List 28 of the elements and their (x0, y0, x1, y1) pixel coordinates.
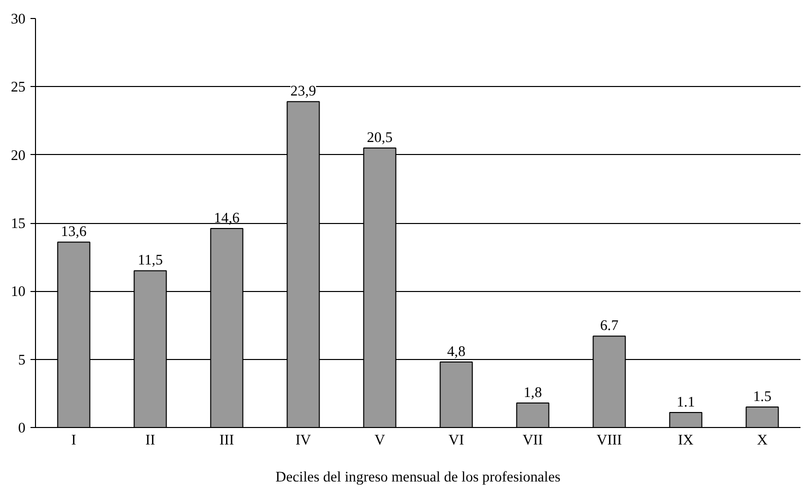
data-label: 6.7 (600, 318, 618, 334)
y-tick-label: 15 (10, 216, 26, 232)
data-label: 11,5 (138, 252, 163, 269)
x-axis-title: Deciles del ingreso mensual de los profesionales (276, 470, 561, 486)
data-label: 13,6 (60, 224, 87, 240)
x-tick-label: IX (678, 432, 694, 448)
x-tick-label: VII (522, 432, 544, 448)
data-label: 23,9 (290, 84, 316, 100)
x-tick-label: I (71, 432, 76, 448)
x-tick-label: X (756, 432, 768, 448)
y-tick-label: 5 (18, 352, 26, 368)
data-label: 1.1 (676, 394, 695, 411)
y-tick-label: 20 (10, 148, 26, 164)
x-tick-label: IV (296, 432, 312, 448)
y-tick-label: 30 (10, 12, 26, 28)
y-tick-label: 10 (10, 284, 26, 300)
y-tick-label: 0 (18, 420, 26, 436)
data-label: 20,5 (366, 130, 393, 146)
y-tick-label: 25 (10, 80, 26, 96)
x-tick-label: III (219, 432, 234, 448)
x-tick-label: VI (448, 432, 464, 448)
x-tick-label: VIII (596, 432, 622, 448)
data-label: 14,6 (214, 210, 240, 226)
data-label: 1.5 (753, 389, 772, 406)
x-tick-label: II (145, 432, 156, 448)
x-tick-label: V (374, 432, 386, 448)
data-label: 1,8 (524, 384, 542, 401)
data-label: 4,8 (447, 344, 466, 360)
